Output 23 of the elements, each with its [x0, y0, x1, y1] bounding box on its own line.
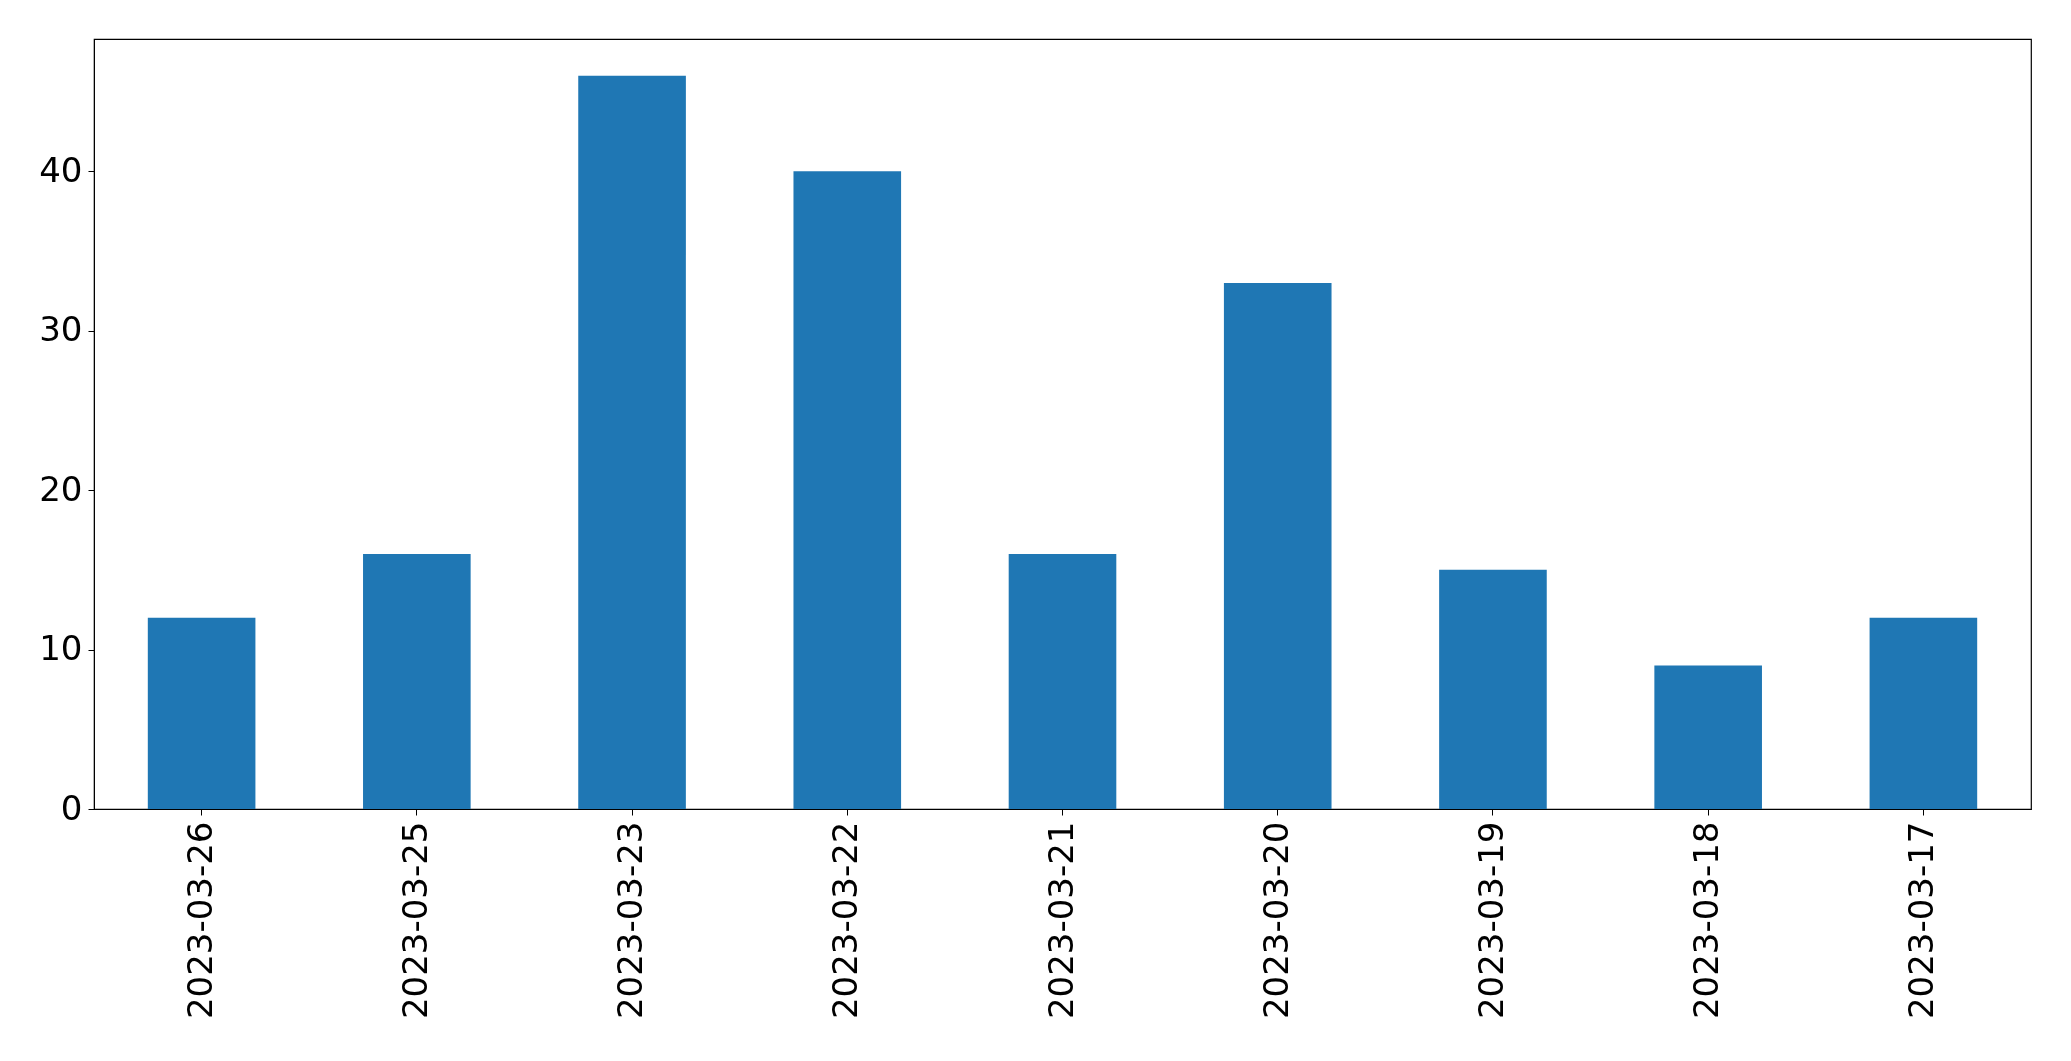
bar [1654, 665, 1762, 809]
x-tick-label: 2023-03-20 [1255, 821, 1296, 1020]
bar [793, 171, 902, 809]
y-tick-label: 20 [39, 468, 83, 509]
y-tick-label: 10 [39, 628, 83, 669]
x-tick-label: 2023-03-21 [1040, 821, 1081, 1020]
bar [1869, 617, 1978, 809]
bar [1008, 553, 1117, 809]
bar [1439, 569, 1547, 809]
x-tick-label: 2023-03-26 [179, 821, 220, 1020]
bar [147, 617, 256, 809]
y-tick-label: 30 [39, 309, 83, 350]
x-tick-label: 2023-03-17 [1901, 821, 1942, 1020]
x-tick-label: 2023-03-18 [1686, 821, 1727, 1020]
bar [363, 553, 471, 809]
x-tick-label: 2023-03-22 [825, 821, 866, 1020]
y-tick-label: 40 [39, 149, 83, 190]
x-tick-label: 2023-03-19 [1470, 821, 1511, 1020]
bar [1223, 282, 1332, 809]
bar [578, 75, 686, 809]
x-tick-label: 2023-03-23 [610, 821, 651, 1020]
y-tick-label: 0 [60, 787, 83, 828]
x-tick-label: 2023-03-25 [394, 821, 435, 1020]
